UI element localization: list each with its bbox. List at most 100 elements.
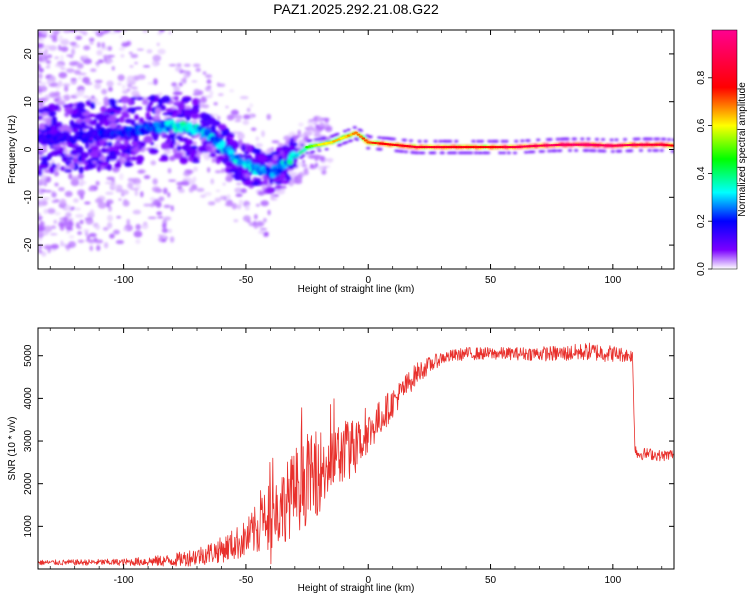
spectrogram-blob <box>72 157 79 164</box>
spectrogram-noise-blob <box>97 201 107 209</box>
spectrogram-noise-blob <box>75 214 84 218</box>
spectrogram-ridge-envelope <box>305 151 310 155</box>
spectrogram-noise-blob <box>49 76 55 81</box>
spectrogram-blob <box>60 166 65 171</box>
spectrogram-noise-blob <box>120 54 125 58</box>
spectrogram-noise-blob <box>122 227 128 231</box>
spectrogram-blob <box>77 154 82 163</box>
spectrogram-blob <box>71 109 77 115</box>
spectrogram-blob <box>124 161 133 168</box>
spectrogram-noise-blob <box>106 222 113 229</box>
spectrogram-blob <box>114 106 122 111</box>
spectrogram-noise-blob <box>290 172 298 175</box>
spectrogram-noise-blob <box>171 82 178 87</box>
spectrogram-blob <box>169 135 176 140</box>
spectrogram-blob <box>279 173 286 181</box>
spectrogram-blob <box>185 151 190 157</box>
spectrogram-noise-blob <box>64 190 73 197</box>
spectrogram-blob <box>38 122 47 130</box>
spectrogram-noise-blob <box>85 218 94 225</box>
spectrogram-ridge-envelope <box>670 150 674 153</box>
spectrogram-ridge-envelope <box>423 140 428 143</box>
snr-ytick-label: 1000 <box>23 515 34 538</box>
spectrogram-noise-blob <box>66 68 75 73</box>
spectrogram-ridge-envelope <box>358 129 363 133</box>
spectrogram-noise-blob <box>106 55 116 58</box>
figure-title: PAZ1.2025.292.21.08.G22 <box>273 1 439 17</box>
spectrogram-blob <box>103 100 110 107</box>
spectrogram-noise-blob <box>105 191 111 195</box>
spectrogram-blob <box>75 145 84 154</box>
spectrogram-blob <box>256 178 261 183</box>
spectrogram-blob <box>169 144 175 149</box>
spectrogram-noise-blob <box>315 124 319 128</box>
spectrogram-noise-blob <box>79 219 84 225</box>
spectrogram-noise-blob <box>53 219 58 224</box>
spectrogram-ridge-envelope <box>636 137 641 141</box>
spectrogram-blob <box>85 99 92 107</box>
spectrogram-blob <box>68 162 75 170</box>
spectrogram-noise-blob <box>284 141 290 145</box>
spectrogram-blob <box>79 121 87 129</box>
spectrogram-blob <box>118 116 125 123</box>
spectrogram-ridge-envelope <box>553 149 558 152</box>
spectrogram-noise-blob <box>77 239 85 243</box>
spectrogram-ridge-envelope <box>536 138 541 142</box>
spectrogram-noise-blob <box>41 30 48 35</box>
spectrogram-noise-blob <box>79 183 84 187</box>
spectrogram-noise-blob <box>43 145 47 150</box>
spectrogram-ridge-envelope <box>368 135 373 139</box>
spectrogram-noise-blob <box>255 143 264 148</box>
spectrogram-blob <box>160 142 170 150</box>
spectrogram-blob <box>238 139 243 145</box>
spectrogram-noise-blob <box>209 201 213 205</box>
spectrogram-noise-blob <box>255 203 260 207</box>
spectrogram-noise-blob <box>142 30 148 33</box>
spectrogram-blob <box>265 186 275 194</box>
spectrogram-noise-blob <box>40 174 48 180</box>
spectrogram-ridge-envelope <box>308 139 313 142</box>
spectrogram-noise-blob <box>104 181 113 185</box>
spectrogram-ridge-envelope <box>322 136 327 140</box>
spectrogram-noise-blob <box>158 92 163 96</box>
spectrogram-ridge-envelope <box>448 140 453 143</box>
spectrogram-noise-blob <box>106 80 114 87</box>
spectrogram-blob <box>244 173 251 179</box>
spectrogram-ytick-label: 10 <box>23 96 34 108</box>
spectrogram-noise-blob <box>154 143 160 149</box>
spectrogram-noise-blob <box>235 114 243 120</box>
spectrogram-noise-blob <box>109 233 115 239</box>
spectrogram-ridge-envelope <box>479 140 484 143</box>
colorbar-tick-label: 0.6 <box>696 118 707 132</box>
spectrogram-noise-blob <box>43 225 53 233</box>
spectrogram-noise-blob <box>38 179 47 184</box>
spectrogram-blob <box>130 96 138 100</box>
spectrogram-noise-blob <box>188 186 194 193</box>
spectrogram-noise-blob <box>95 198 103 204</box>
spectrogram-noise-blob <box>82 76 91 84</box>
spectrogram-noise-blob <box>38 204 44 208</box>
spectrogram-ridge-envelope <box>558 149 563 152</box>
spectrogram-noise-blob <box>175 66 182 72</box>
spectrogram-noise-blob <box>70 78 77 81</box>
spectrogram-noise-blob <box>47 208 56 214</box>
spectrogram-noise-blob <box>75 35 83 40</box>
spectrogram-blob <box>176 114 185 118</box>
snr-series-line <box>38 342 674 567</box>
spectrogram-blob <box>49 165 55 174</box>
spectrogram-noise-blob <box>263 217 267 223</box>
spectrogram-ridge-envelope <box>453 151 458 155</box>
spectrogram-noise-blob <box>45 65 51 69</box>
snr-xtick-label: 100 <box>605 575 622 586</box>
spectrogram-blob <box>107 98 117 106</box>
spectrogram-noise-blob <box>246 204 250 211</box>
spectrogram-noise-blob <box>67 218 74 221</box>
spectrogram-ridge-envelope <box>609 138 614 142</box>
spectrogram-blob <box>172 108 178 115</box>
spectrogram-ridge-envelope <box>344 141 349 144</box>
spectrogram-noise-blob <box>36 26 44 29</box>
spectrogram-noise-blob <box>169 236 175 243</box>
spectrogram-noise-blob <box>94 79 103 84</box>
spectrogram-ridge-envelope <box>662 137 667 141</box>
spectrogram-noise-blob <box>77 231 82 235</box>
